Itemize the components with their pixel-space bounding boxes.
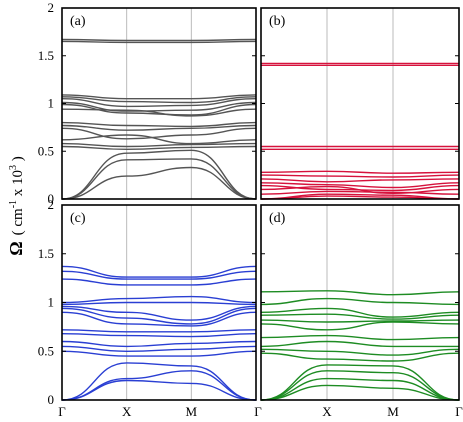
band-line — [61, 121, 257, 128]
y-tick-label: 0 — [48, 191, 55, 206]
y-tick-label: 2 — [48, 0, 55, 15]
band-line — [61, 278, 257, 286]
band-line — [61, 38, 257, 42]
band-line — [260, 290, 460, 296]
y-axis-unit-close: ) — [10, 156, 26, 165]
band-line — [260, 307, 460, 318]
band-line — [61, 340, 257, 348]
band-line — [260, 193, 460, 200]
band-line — [61, 350, 257, 357]
band-line — [61, 134, 257, 145]
band-line — [61, 270, 257, 280]
y-tick-label: 1 — [48, 295, 55, 310]
y-axis-unit-mid: x 10 — [10, 170, 26, 200]
panel-1: (a) 0 0.5 1 1.5 2 — [38, 0, 257, 206]
y-tick-label: 1.5 — [38, 48, 54, 63]
x-tick-label: Γ — [254, 404, 262, 419]
x-tick-label: Γ — [455, 404, 463, 419]
band-line — [260, 348, 460, 356]
band-line — [61, 311, 257, 327]
panel-label: (c) — [70, 211, 86, 226]
band-line — [260, 352, 460, 362]
band-line — [260, 182, 460, 189]
band-line — [61, 307, 257, 325]
y-tick-label: 0.5 — [38, 343, 54, 358]
band-line — [61, 142, 257, 148]
band-line — [260, 190, 460, 195]
band-line — [260, 178, 460, 183]
y-axis-unit-exp1: -1 — [8, 200, 19, 208]
band-line — [61, 94, 257, 100]
band-line — [61, 329, 257, 333]
band-line — [61, 145, 257, 151]
x-tick-label: X — [322, 404, 332, 419]
band-line — [260, 195, 460, 200]
band-line — [260, 313, 460, 320]
band-line — [61, 265, 257, 278]
band-line — [61, 158, 257, 200]
band-line — [260, 364, 460, 401]
band-line — [61, 362, 257, 401]
x-tick-label: Γ — [58, 404, 66, 419]
band-line — [260, 370, 460, 401]
panel-label: (a) — [70, 14, 86, 29]
panel-label: (d) — [269, 211, 286, 226]
band-line — [260, 340, 459, 348]
band-line — [61, 124, 257, 131]
band-line — [61, 127, 257, 140]
panels-group: (a) 0 0.5 1 1.5 2 (b) (c) 0 0.5 1 1.5 2 Γ X M (d) Γ X M Γ — [38, 0, 463, 419]
band-line — [61, 103, 257, 116]
panel-3: (c) 0 0.5 1 1.5 2 Γ X M — [38, 197, 257, 419]
band-line — [61, 108, 257, 117]
y-tick-label: 2 — [48, 197, 55, 212]
band-line — [61, 295, 257, 304]
band-line — [61, 370, 257, 401]
band-line — [61, 101, 257, 112]
band-line — [260, 174, 460, 178]
band-line — [61, 96, 257, 104]
x-tick-label: M — [387, 404, 399, 419]
x-tick-label: X — [122, 404, 132, 419]
y-axis-symbol: Ω — [6, 241, 26, 255]
panel-frame — [260, 7, 460, 200]
band-line — [61, 40, 257, 44]
panel-2: (b) — [260, 7, 460, 200]
band-line — [61, 301, 257, 306]
y-tick-label: 0 — [48, 392, 55, 407]
band-line — [61, 149, 257, 200]
x-tick-label: M — [186, 404, 198, 419]
band-line — [61, 379, 257, 401]
panel-4: (d) Γ X M Γ — [254, 204, 463, 419]
band-line — [260, 384, 460, 401]
panel-frame — [61, 7, 257, 200]
band-line — [61, 345, 257, 353]
band-line — [61, 166, 257, 200]
y-axis-label: Ω ( cm-1 x 103 ) — [6, 156, 26, 256]
band-line — [260, 334, 460, 341]
band-line — [260, 319, 460, 323]
band-line — [260, 321, 460, 331]
band-line — [61, 333, 257, 338]
y-axis-unit-exp2: 3 — [8, 165, 19, 170]
band-line — [61, 305, 257, 321]
band-line — [61, 98, 257, 108]
y-tick-label: 0.5 — [38, 143, 54, 158]
band-line — [260, 377, 460, 401]
y-tick-label: 1.5 — [38, 246, 54, 261]
y-tick-label: 1 — [48, 96, 55, 111]
band-line — [260, 297, 460, 306]
panel-label: (b) — [269, 14, 286, 29]
y-axis-unit-open: ( cm — [10, 208, 26, 235]
band-line — [260, 185, 460, 195]
band-line — [260, 170, 460, 174]
